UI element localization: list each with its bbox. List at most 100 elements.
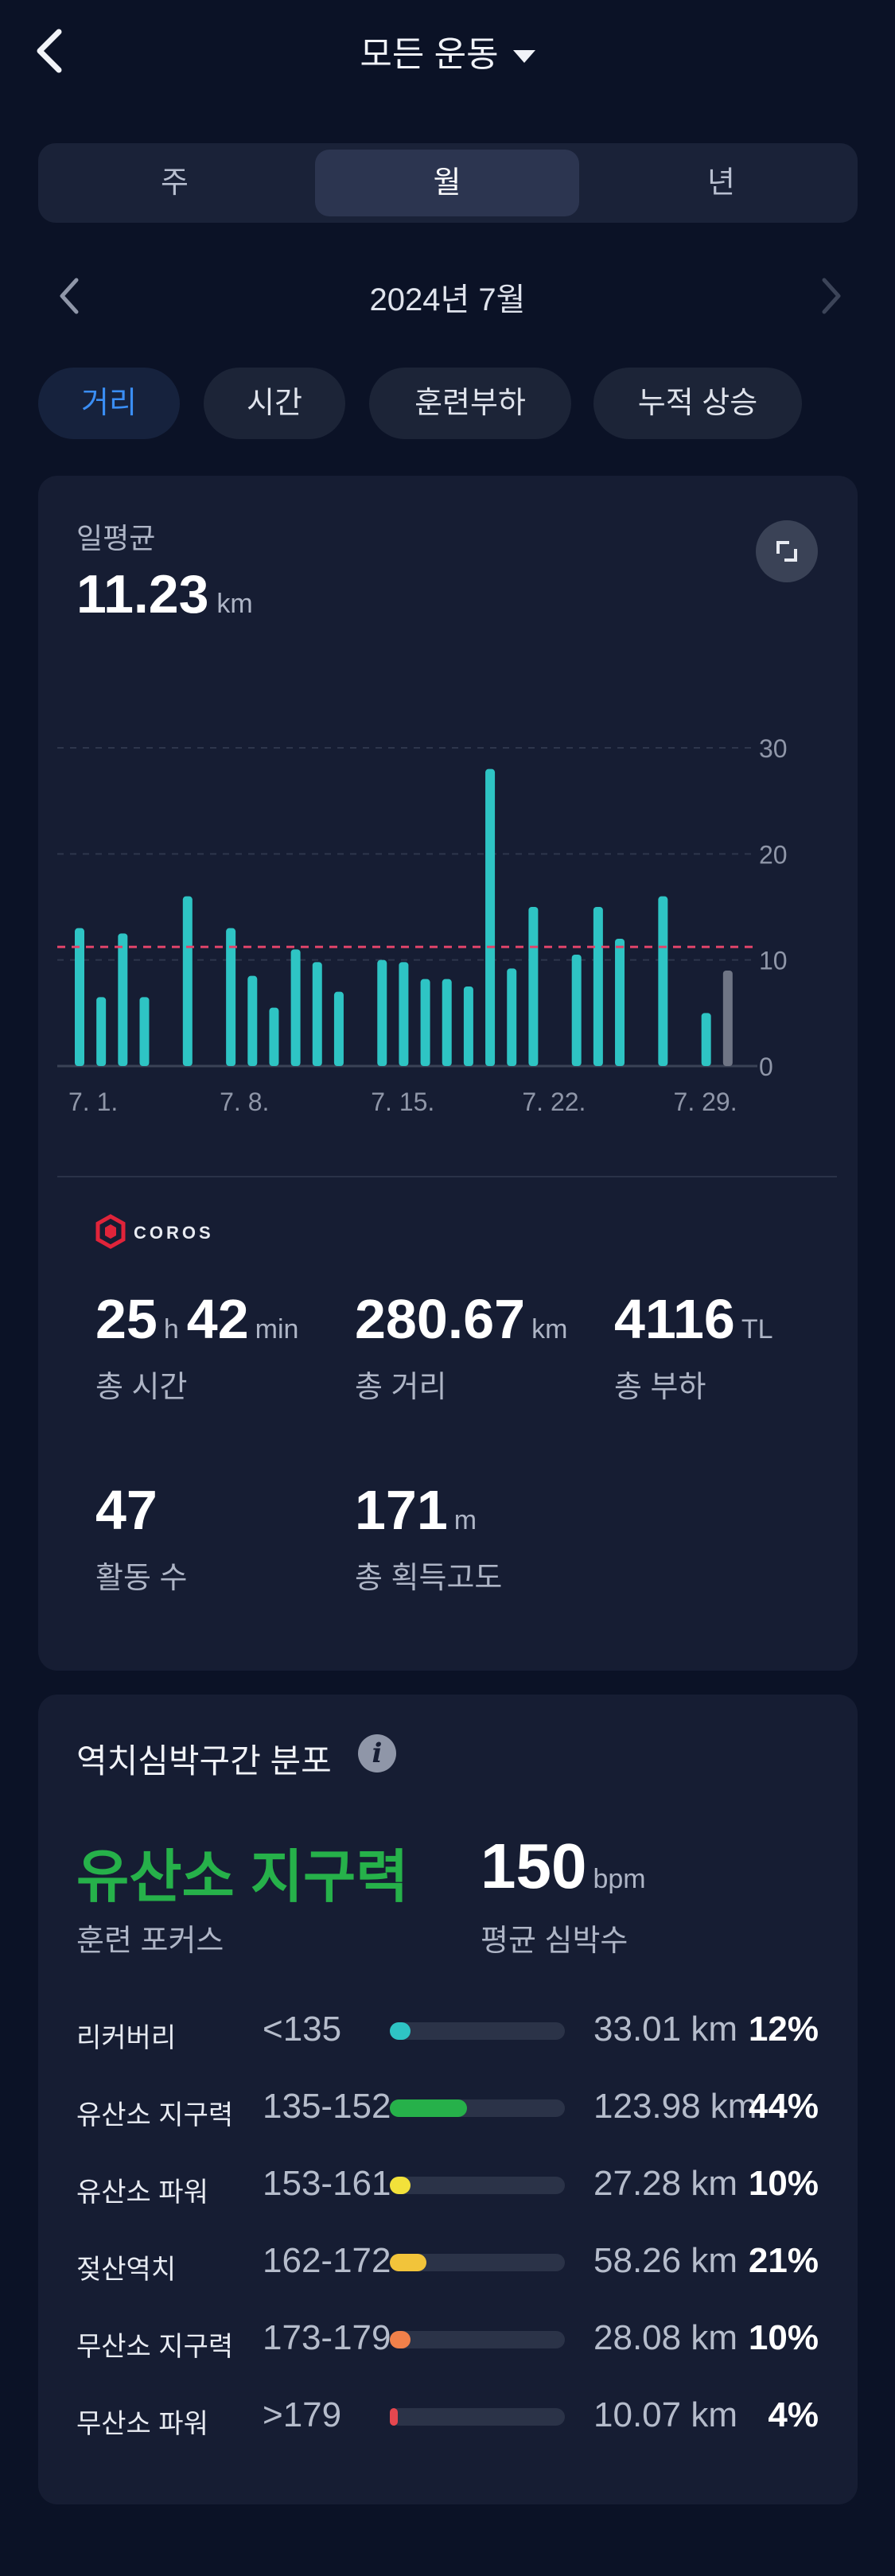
stat-label: 총 시간 [95, 1371, 188, 1404]
hr-zone-title: 역치심박구간 분포 [76, 1742, 332, 1780]
zone-distance: 123.98 km [593, 2087, 757, 2126]
y-tick-label: 10 [759, 947, 788, 975]
zone-bar-fill [390, 2099, 467, 2117]
page-title: 모든 운동 [360, 35, 499, 74]
chart-bar [333, 991, 344, 1066]
zone-range: >179 [263, 2395, 342, 2434]
zone-bar-fill [390, 2177, 411, 2194]
logo-text: COROS [134, 1223, 214, 1243]
zone-name: 리커버리 [76, 2023, 177, 2053]
x-tick-label: 7. 15. [371, 1088, 434, 1116]
chart-bar [312, 962, 322, 1066]
x-tick-label: 7. 8. [220, 1088, 269, 1116]
zone-name: 유산소 지구력 [76, 2100, 234, 2130]
chart-bar [118, 933, 128, 1066]
zone-bar-fill [390, 2254, 427, 2271]
zone-bar [390, 2254, 565, 2271]
stat-total-load: 4116 TL 총 부하 [614, 1287, 781, 1406]
chart-bar [507, 968, 517, 1066]
chart-bar [571, 955, 582, 1066]
coros-logo: COROS [95, 1214, 247, 1255]
x-tick-label: 7. 29. [674, 1088, 737, 1116]
zone-distance: 33.01 km [593, 2010, 737, 2049]
stat-total-distance: 280.67 km 총 거리 [355, 1287, 575, 1406]
chart-bar [247, 975, 258, 1066]
y-tick-label: 0 [759, 1053, 773, 1081]
chart-bar [377, 959, 387, 1066]
y-tick-label: 30 [759, 734, 788, 763]
chevron-left-icon [60, 278, 79, 314]
zone-bar [390, 2408, 565, 2426]
prev-month-button[interactable] [57, 277, 81, 319]
chevron-left-icon [37, 29, 62, 73]
zone-distance: 27.28 km [593, 2164, 737, 2203]
chart-bar [139, 997, 150, 1066]
stat-total-time: 25 h 42 min 총 시간 [95, 1287, 306, 1406]
segment-year[interactable]: 년 [707, 166, 735, 200]
zone-bar-fill [390, 2331, 411, 2348]
segment-week[interactable]: 주 [161, 166, 189, 200]
stat-label: 총 부하 [614, 1371, 706, 1404]
expand-chart-button[interactable] [756, 520, 818, 582]
stat-label: 총 획득고도 [355, 1562, 503, 1595]
chart-bar [528, 907, 539, 1066]
zone-name: 무산소 지구력 [76, 2332, 234, 2362]
stat-activity-count: 47 활동 수 [95, 1479, 188, 1595]
activity-filter-dropdown[interactable]: 모든 운동 [0, 25, 895, 76]
chart-bar [290, 949, 301, 1066]
zone-name: 젖산역치 [76, 2255, 177, 2285]
chevron-right-icon [822, 278, 841, 314]
expand-icon [776, 541, 797, 562]
chip-time[interactable]: 시간 [204, 368, 345, 439]
zone-range: 135-152 [263, 2087, 391, 2126]
daily-distance-chart: 0 10 20 30 7. 1. 7. 8. 7. 15. 7. 22. 7. 29. [57, 734, 788, 1116]
zone-percent: 10% [748, 2318, 819, 2357]
info-icon[interactable]: i [358, 1734, 396, 1772]
chart-bar [75, 928, 84, 1066]
chart-bar [226, 928, 236, 1066]
training-focus-value: 유산소 지구력 [76, 1846, 409, 1909]
stat-total-elevation: 171 m 총 획득고도 [355, 1479, 503, 1595]
zone-bar-fill [390, 2408, 398, 2426]
zone-percent: 10% [748, 2164, 819, 2203]
zone-range: 153-161 [263, 2164, 391, 2203]
training-focus-label: 훈련 포커스 [76, 1924, 224, 1958]
zone-bar [390, 2331, 565, 2348]
chip-training-load[interactable]: 훈련부하 [369, 368, 571, 439]
zone-distance: 28.08 km [593, 2318, 737, 2357]
daily-average-value: 11.23 km [76, 564, 253, 625]
chart-bar [399, 962, 409, 1066]
period-segmented-control: 주 월 년 [38, 143, 858, 223]
avg-heart-rate-value: 150 bpm [481, 1831, 646, 1901]
zone-bar [390, 2099, 565, 2117]
x-tick-label: 7. 22. [522, 1088, 586, 1116]
zone-percent: 44% [748, 2087, 819, 2126]
chart-bar [463, 986, 473, 1066]
zone-percent: 21% [748, 2241, 819, 2280]
zone-distance: 58.26 km [593, 2241, 737, 2280]
back-button[interactable] [32, 27, 68, 75]
chart-bar [485, 769, 496, 1066]
zone-bar [390, 2177, 565, 2194]
divider [57, 1176, 837, 1177]
chart-bar [615, 939, 625, 1066]
segment-month[interactable]: 월 [315, 150, 579, 216]
chart-bar [182, 896, 193, 1066]
zone-distance: 10.07 km [593, 2395, 737, 2434]
avg-heart-rate-label: 평균 심박수 [481, 1924, 628, 1958]
summary-card [38, 476, 858, 1671]
chart-bar [701, 1013, 711, 1066]
y-tick-label: 20 [759, 840, 788, 869]
month-label: 2024년 7월 [369, 282, 526, 317]
zone-range: <135 [263, 2010, 342, 2049]
chart-bar [658, 896, 668, 1066]
chip-distance[interactable]: 거리 [38, 368, 180, 439]
daily-average-label: 일평균 [76, 522, 156, 555]
zone-bar [390, 2022, 565, 2040]
chart-bar [442, 979, 452, 1066]
chip-elevation-gain[interactable]: 누적 상승 [593, 368, 802, 439]
stat-label: 총 거리 [355, 1371, 447, 1404]
chart-bar [593, 907, 603, 1066]
zone-range: 162-172 [263, 2241, 391, 2280]
next-month-button[interactable] [819, 277, 843, 319]
